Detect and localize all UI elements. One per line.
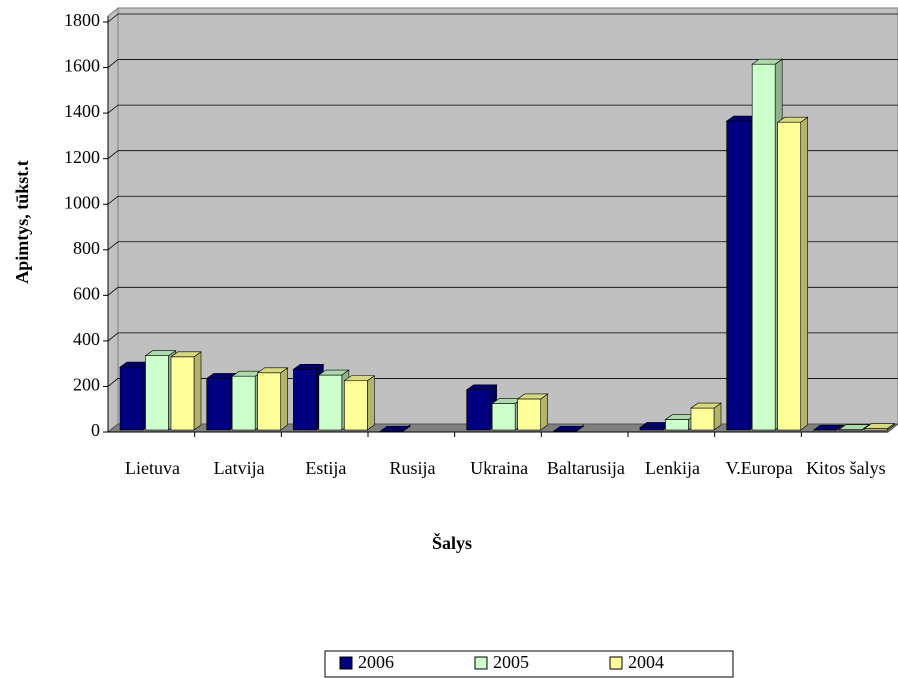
grid-line: [107, 13, 898, 23]
bar-top: [837, 424, 870, 431]
bar-top: [144, 350, 177, 356]
bar-top: [465, 384, 498, 391]
bar: [256, 367, 289, 431]
bar-front: [231, 375, 256, 431]
bar-front: [206, 378, 230, 431]
bar-front: [257, 372, 281, 431]
grid-line: [107, 104, 898, 114]
bar: [776, 116, 809, 431]
bar: [379, 424, 411, 432]
bar-top: [516, 393, 549, 400]
bar-side: [193, 351, 202, 431]
bar-front: [293, 369, 317, 431]
y-tick-label: 400: [73, 329, 100, 349]
y-tick-label: 1600: [64, 56, 100, 76]
bar-front: [170, 356, 195, 431]
legend-swatch: [609, 656, 623, 670]
bar-front: [145, 355, 169, 431]
grid-line: [107, 241, 898, 251]
bar-top: [690, 402, 722, 409]
bar-top: [343, 375, 376, 382]
legend-label: 2005: [493, 652, 529, 672]
legend-label: 2006: [358, 652, 394, 672]
y-tick-label: 1200: [64, 147, 100, 167]
bar-top: [317, 369, 350, 376]
bar-top: [751, 58, 784, 65]
bar: [690, 402, 722, 431]
x-tick-label: Kitos šalys: [806, 458, 886, 478]
bar-front: [665, 419, 689, 431]
y-tick-label: 1800: [64, 10, 100, 30]
grid-line: [107, 378, 898, 387]
bar-top: [256, 367, 289, 374]
x-tick-label: Latvija: [213, 458, 265, 478]
bar: [170, 351, 202, 431]
bar-front: [751, 63, 776, 431]
bar-front: [726, 120, 750, 431]
bar-front: [119, 366, 144, 431]
grid-line: [107, 195, 898, 205]
bar-front: [318, 374, 343, 431]
bar-front: [466, 389, 490, 431]
grid-line: [107, 286, 898, 296]
side-wall: [107, 6, 119, 434]
y-tick-label: 0: [91, 420, 100, 440]
grid-line: [107, 332, 898, 342]
x-axis-title: Šalys: [432, 532, 472, 553]
bar: [343, 375, 376, 431]
bar-top: [812, 424, 845, 431]
bar-top: [379, 426, 411, 432]
y-tick-label: 1400: [64, 101, 100, 121]
bar: [812, 424, 845, 431]
bar: [863, 423, 896, 431]
bar-top: [863, 423, 896, 429]
bar-front: [517, 398, 541, 431]
bar-top: [776, 116, 809, 123]
legend-swatch: [339, 656, 353, 670]
legend-swatch: [474, 656, 488, 670]
bar: [516, 393, 549, 431]
bar-top: [292, 364, 325, 370]
bar-side: [540, 393, 548, 431]
legend-label: 2004: [628, 652, 664, 672]
bar-top: [170, 351, 202, 358]
x-tick-label: Baltarusija: [546, 458, 625, 478]
x-tick-label: Estija: [305, 458, 347, 478]
bar-front: [639, 427, 664, 431]
x-tick-label: Lietuva: [125, 458, 180, 478]
y-tick-label: 200: [73, 375, 100, 395]
bar-side: [280, 367, 288, 431]
y-tick-label: 1000: [64, 192, 100, 212]
bar-side: [367, 375, 375, 431]
legend-box: [324, 650, 734, 678]
bar-side: [800, 116, 808, 431]
grid-line: [107, 150, 898, 159]
x-tick-label: Lenkija: [645, 458, 700, 478]
bar-top: [552, 426, 585, 432]
x-tick-label: Rusija: [389, 458, 436, 478]
bar-front: [491, 403, 516, 431]
bar: [837, 424, 870, 431]
bar: [552, 424, 585, 432]
y-axis-title: Apimtys, tūkst.t: [12, 160, 32, 284]
y-tick-label: 600: [73, 283, 100, 303]
bar-front: [777, 121, 801, 431]
bar-front: [690, 407, 715, 431]
y-tick-label: 800: [73, 238, 100, 258]
x-tick-label: Ukraina: [470, 458, 529, 478]
x-tick-label: V.Europa: [725, 458, 793, 478]
grid-line: [107, 59, 898, 68]
bar-front: [344, 380, 368, 431]
